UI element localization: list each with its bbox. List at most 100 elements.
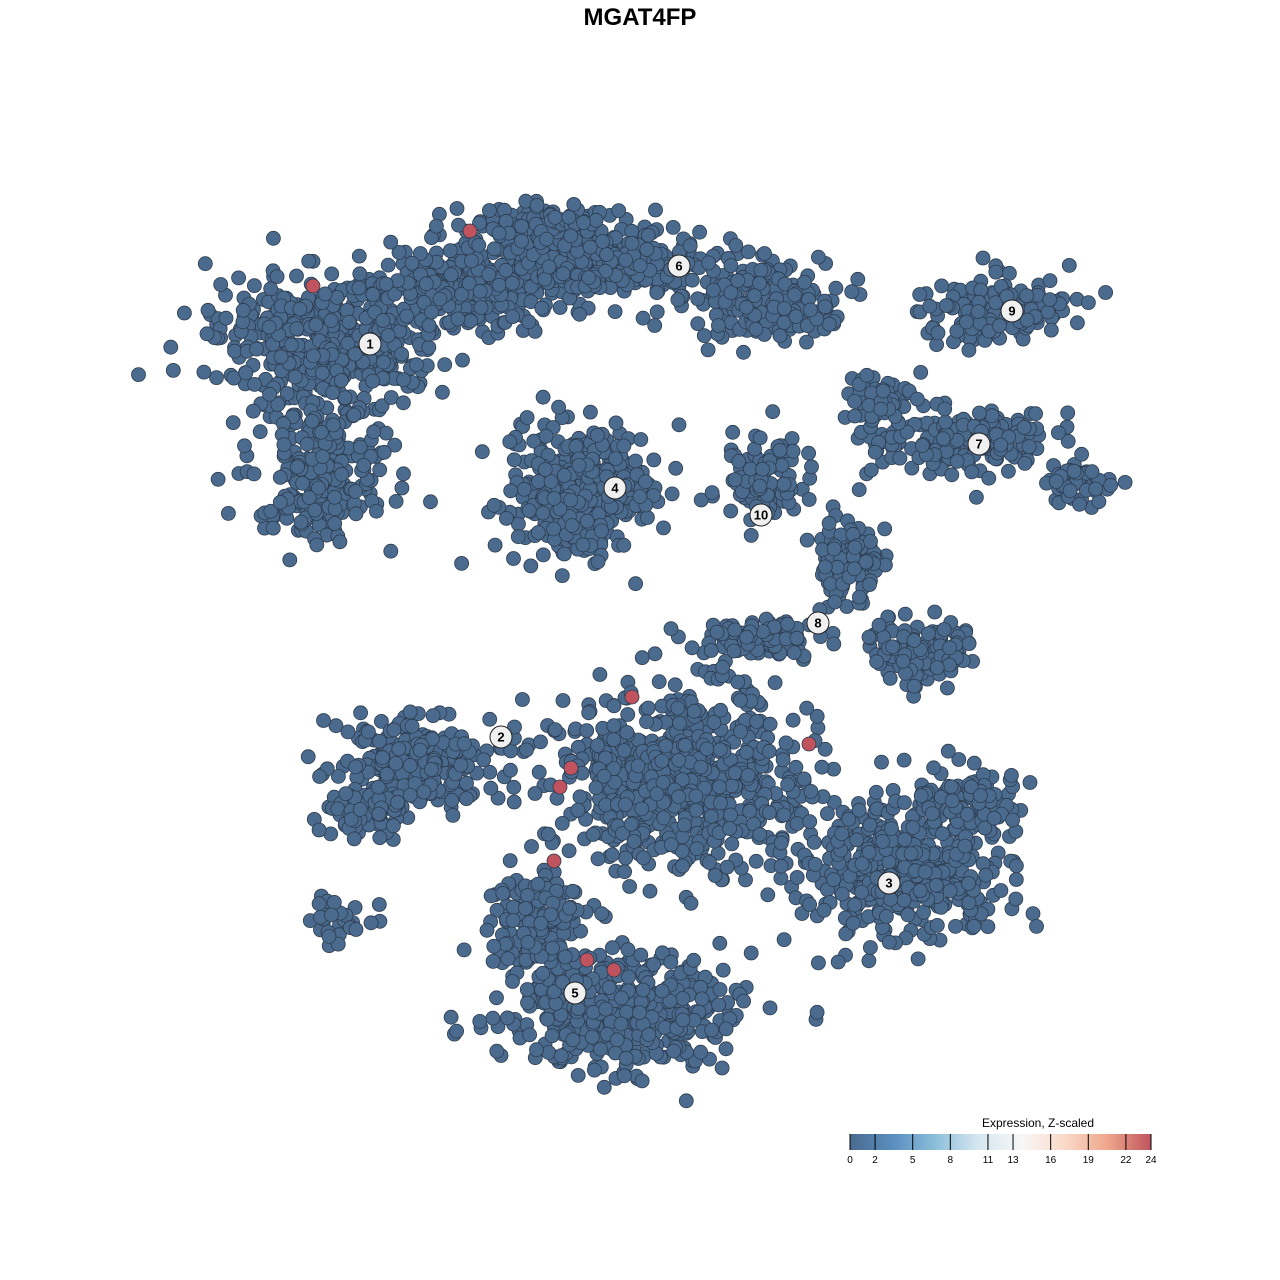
cell-point [380,328,396,343]
cell-point [1072,496,1087,512]
cell-point [503,483,519,499]
cell-point [404,255,420,271]
cell-point [854,856,870,872]
cell-point [396,372,411,388]
cell-point [636,850,651,866]
cell-point [594,523,609,539]
cell-point [453,757,469,773]
cell-point [535,547,551,563]
cell-point [506,794,522,810]
cell-point [903,846,919,861]
cell-point [502,434,518,450]
cell-point [521,503,537,519]
cell-point [616,1068,632,1084]
cell-point [830,954,846,970]
cell-point [739,629,754,645]
cell-point [640,227,656,243]
cell-point [333,373,349,388]
cell-point [372,830,388,846]
cell-point [556,468,572,483]
cell-point [1061,257,1077,273]
cell-point [618,252,633,268]
cell-point [742,803,757,819]
cell-point [647,318,663,333]
cell-point [514,233,529,249]
cell-point [607,304,623,320]
cell-point [210,471,226,487]
cell-point [301,253,317,269]
cell-point [605,940,620,956]
cell-point [372,462,388,478]
cell-point [702,855,717,870]
cell-point [633,947,649,963]
cell-point [572,306,587,322]
cell-point [809,1004,825,1020]
cell-point [961,895,977,910]
cell-point [712,742,728,758]
cell-point [634,650,650,666]
cell-point [262,386,277,402]
cell-point [882,671,898,686]
cell-point [541,826,556,842]
cell-point [238,365,254,381]
cell-point [981,470,997,486]
cell-point [611,203,627,219]
cell-point [375,313,391,328]
cell-point [868,784,884,800]
cell-point [773,858,789,874]
cell-point [455,352,470,368]
cell-point [844,284,860,300]
cell-point [327,489,343,505]
cell-point [778,735,794,751]
cell-point [535,389,551,405]
cell-point [265,230,281,246]
cell-point [200,302,216,318]
cell-point [993,437,1009,453]
cell-point [969,489,984,505]
cell-point [723,503,739,519]
cell-point [906,633,922,648]
cell-point [351,248,367,264]
cell-point [978,867,994,883]
cell-point [640,700,656,716]
cell-point [308,317,324,333]
cell-point [909,391,925,407]
cell-point [638,474,653,490]
cell-point [282,552,298,568]
cell-point [502,762,518,778]
cell-point [510,529,526,545]
cell-point [656,810,672,826]
cell-point [290,459,305,475]
cell-point [1066,463,1082,479]
cell-point [529,197,545,213]
cell-point [787,287,802,303]
cell-point [993,883,1009,898]
cell-point [772,442,788,458]
cell-point [585,827,601,842]
cell-point [289,321,305,337]
cell-point [516,481,532,497]
cell-point [515,692,530,707]
cell-point [727,765,743,781]
cell-point [654,753,670,769]
cell-point [827,594,843,610]
cell-point [252,424,268,440]
cell-point [740,767,756,783]
cell-point [541,1045,556,1060]
cell-point [227,343,243,359]
cell-point [506,452,522,468]
cell-point [675,991,691,1006]
cell-point [929,660,945,675]
cell-point [394,346,410,362]
cell-point [938,414,953,430]
cell-point [1009,858,1024,874]
cell-point [1001,463,1016,479]
cell-point [788,759,804,775]
cell-point [246,466,262,482]
cell-point [1074,446,1089,462]
cell-point [683,895,699,911]
cell-point [862,577,877,592]
cell-point [590,851,606,867]
cell-point [341,314,357,330]
cell-point [197,256,213,272]
